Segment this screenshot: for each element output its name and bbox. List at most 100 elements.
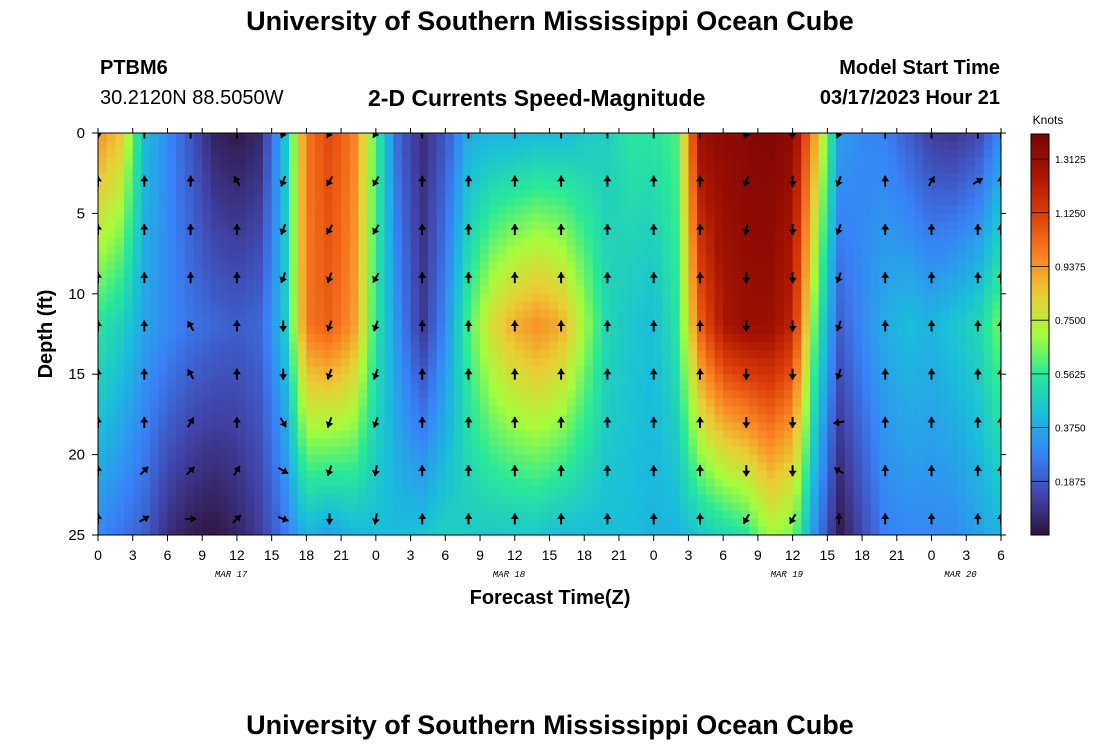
heatmap-cell (462, 141, 472, 150)
heatmap-cell (540, 141, 551, 150)
heatmap-cell (453, 406, 464, 415)
heatmap-cell (393, 486, 403, 496)
heatmap-cell (141, 486, 151, 496)
heatmap-cell (193, 205, 203, 214)
heatmap-cell (592, 197, 603, 206)
heatmap-cell (228, 173, 238, 182)
heatmap-cell (401, 245, 412, 255)
heatmap-cell (132, 141, 143, 150)
heatmap-cell (645, 173, 655, 182)
heatmap-cell (957, 165, 967, 174)
heatmap-cell (393, 390, 403, 399)
heatmap-cell (775, 189, 785, 198)
heatmap-cell (618, 470, 629, 480)
heatmap-cell (844, 149, 854, 158)
heatmap-cell (106, 470, 116, 480)
heatmap-cell (740, 237, 750, 247)
heatmap-cell (254, 334, 264, 343)
heatmap-cell (349, 502, 360, 512)
heatmap-cell (401, 462, 412, 472)
heatmap-cell (436, 422, 446, 432)
heatmap-cell (375, 374, 386, 383)
heatmap-cell (202, 277, 212, 287)
heatmap-cell (306, 141, 316, 150)
heatmap-cell (115, 173, 125, 182)
heatmap-cell (462, 438, 472, 448)
heatmap-cell (809, 269, 820, 279)
heatmap-cell (480, 334, 490, 343)
heatmap-cell (627, 470, 637, 480)
heatmap-cell (948, 221, 959, 231)
heatmap-cell (245, 141, 255, 150)
heatmap-cell (488, 261, 498, 271)
heatmap-cell (219, 221, 229, 231)
heatmap-cell (627, 229, 637, 239)
heatmap-cell (610, 478, 620, 488)
heatmap-cell (262, 149, 273, 158)
heatmap-cell (688, 237, 698, 247)
heatmap-cell (931, 518, 941, 528)
heatmap-cell (853, 205, 863, 214)
heatmap-cell (453, 301, 464, 311)
heatmap-cell (297, 309, 307, 319)
heatmap-cell (879, 261, 889, 271)
heatmap-cell (453, 518, 464, 528)
heatmap-cell (870, 141, 881, 150)
heatmap-cell (601, 277, 611, 287)
heatmap-cell (853, 366, 863, 375)
heatmap-cell (410, 382, 420, 391)
heatmap-cell (731, 165, 742, 174)
heatmap-cell (671, 334, 681, 343)
heatmap-cell (879, 229, 889, 239)
heatmap-cell (870, 350, 881, 359)
heatmap-cell (801, 253, 811, 263)
heatmap-cell (818, 269, 828, 279)
heatmap-cell (723, 342, 733, 351)
heatmap-cell (592, 446, 603, 456)
heatmap-cell (401, 301, 412, 311)
heatmap-cell (210, 277, 221, 287)
heatmap-cell (688, 382, 698, 391)
heatmap-cell (254, 317, 264, 327)
heatmap-cell (176, 261, 186, 271)
heatmap-cell (115, 526, 125, 535)
heatmap-cell (827, 446, 837, 456)
heatmap-cell (749, 197, 759, 206)
heatmap-cell (315, 181, 325, 190)
heatmap-cell (245, 261, 255, 271)
heatmap-cell (818, 390, 828, 399)
heatmap-cell (315, 293, 325, 303)
heatmap-cell (445, 358, 455, 367)
heatmap-cell (254, 197, 264, 206)
heatmap-cell (610, 301, 620, 311)
heatmap-cell (757, 309, 768, 319)
heatmap-cell (905, 181, 915, 190)
heatmap-cell (150, 358, 160, 367)
heatmap-cell (497, 462, 507, 472)
heatmap-cell (844, 261, 854, 271)
heatmap-cell (271, 502, 281, 512)
heatmap-cell (801, 454, 811, 464)
heatmap-cell (697, 430, 707, 440)
heatmap-cell (271, 366, 281, 375)
heatmap-cell (236, 502, 247, 512)
heatmap-cell (688, 454, 698, 464)
heatmap-cell (219, 470, 229, 480)
heatmap-cell (349, 189, 360, 198)
heatmap-cell (757, 285, 768, 295)
heatmap-cell (723, 398, 733, 407)
heatmap-cell (627, 390, 637, 399)
heatmap-cell (523, 197, 533, 206)
heatmap-cell (766, 245, 776, 255)
heatmap-cell (506, 301, 516, 311)
heatmap-cell (636, 141, 646, 150)
heatmap-cell (731, 173, 742, 182)
heatmap-cell (879, 293, 889, 303)
heatmap-cell (922, 277, 933, 287)
heatmap-cell (436, 502, 446, 512)
heatmap-cell (167, 141, 177, 150)
heatmap-cell (914, 334, 924, 343)
heatmap-cell (341, 317, 351, 327)
heatmap-cell (419, 269, 429, 279)
heatmap-cell (150, 269, 160, 279)
